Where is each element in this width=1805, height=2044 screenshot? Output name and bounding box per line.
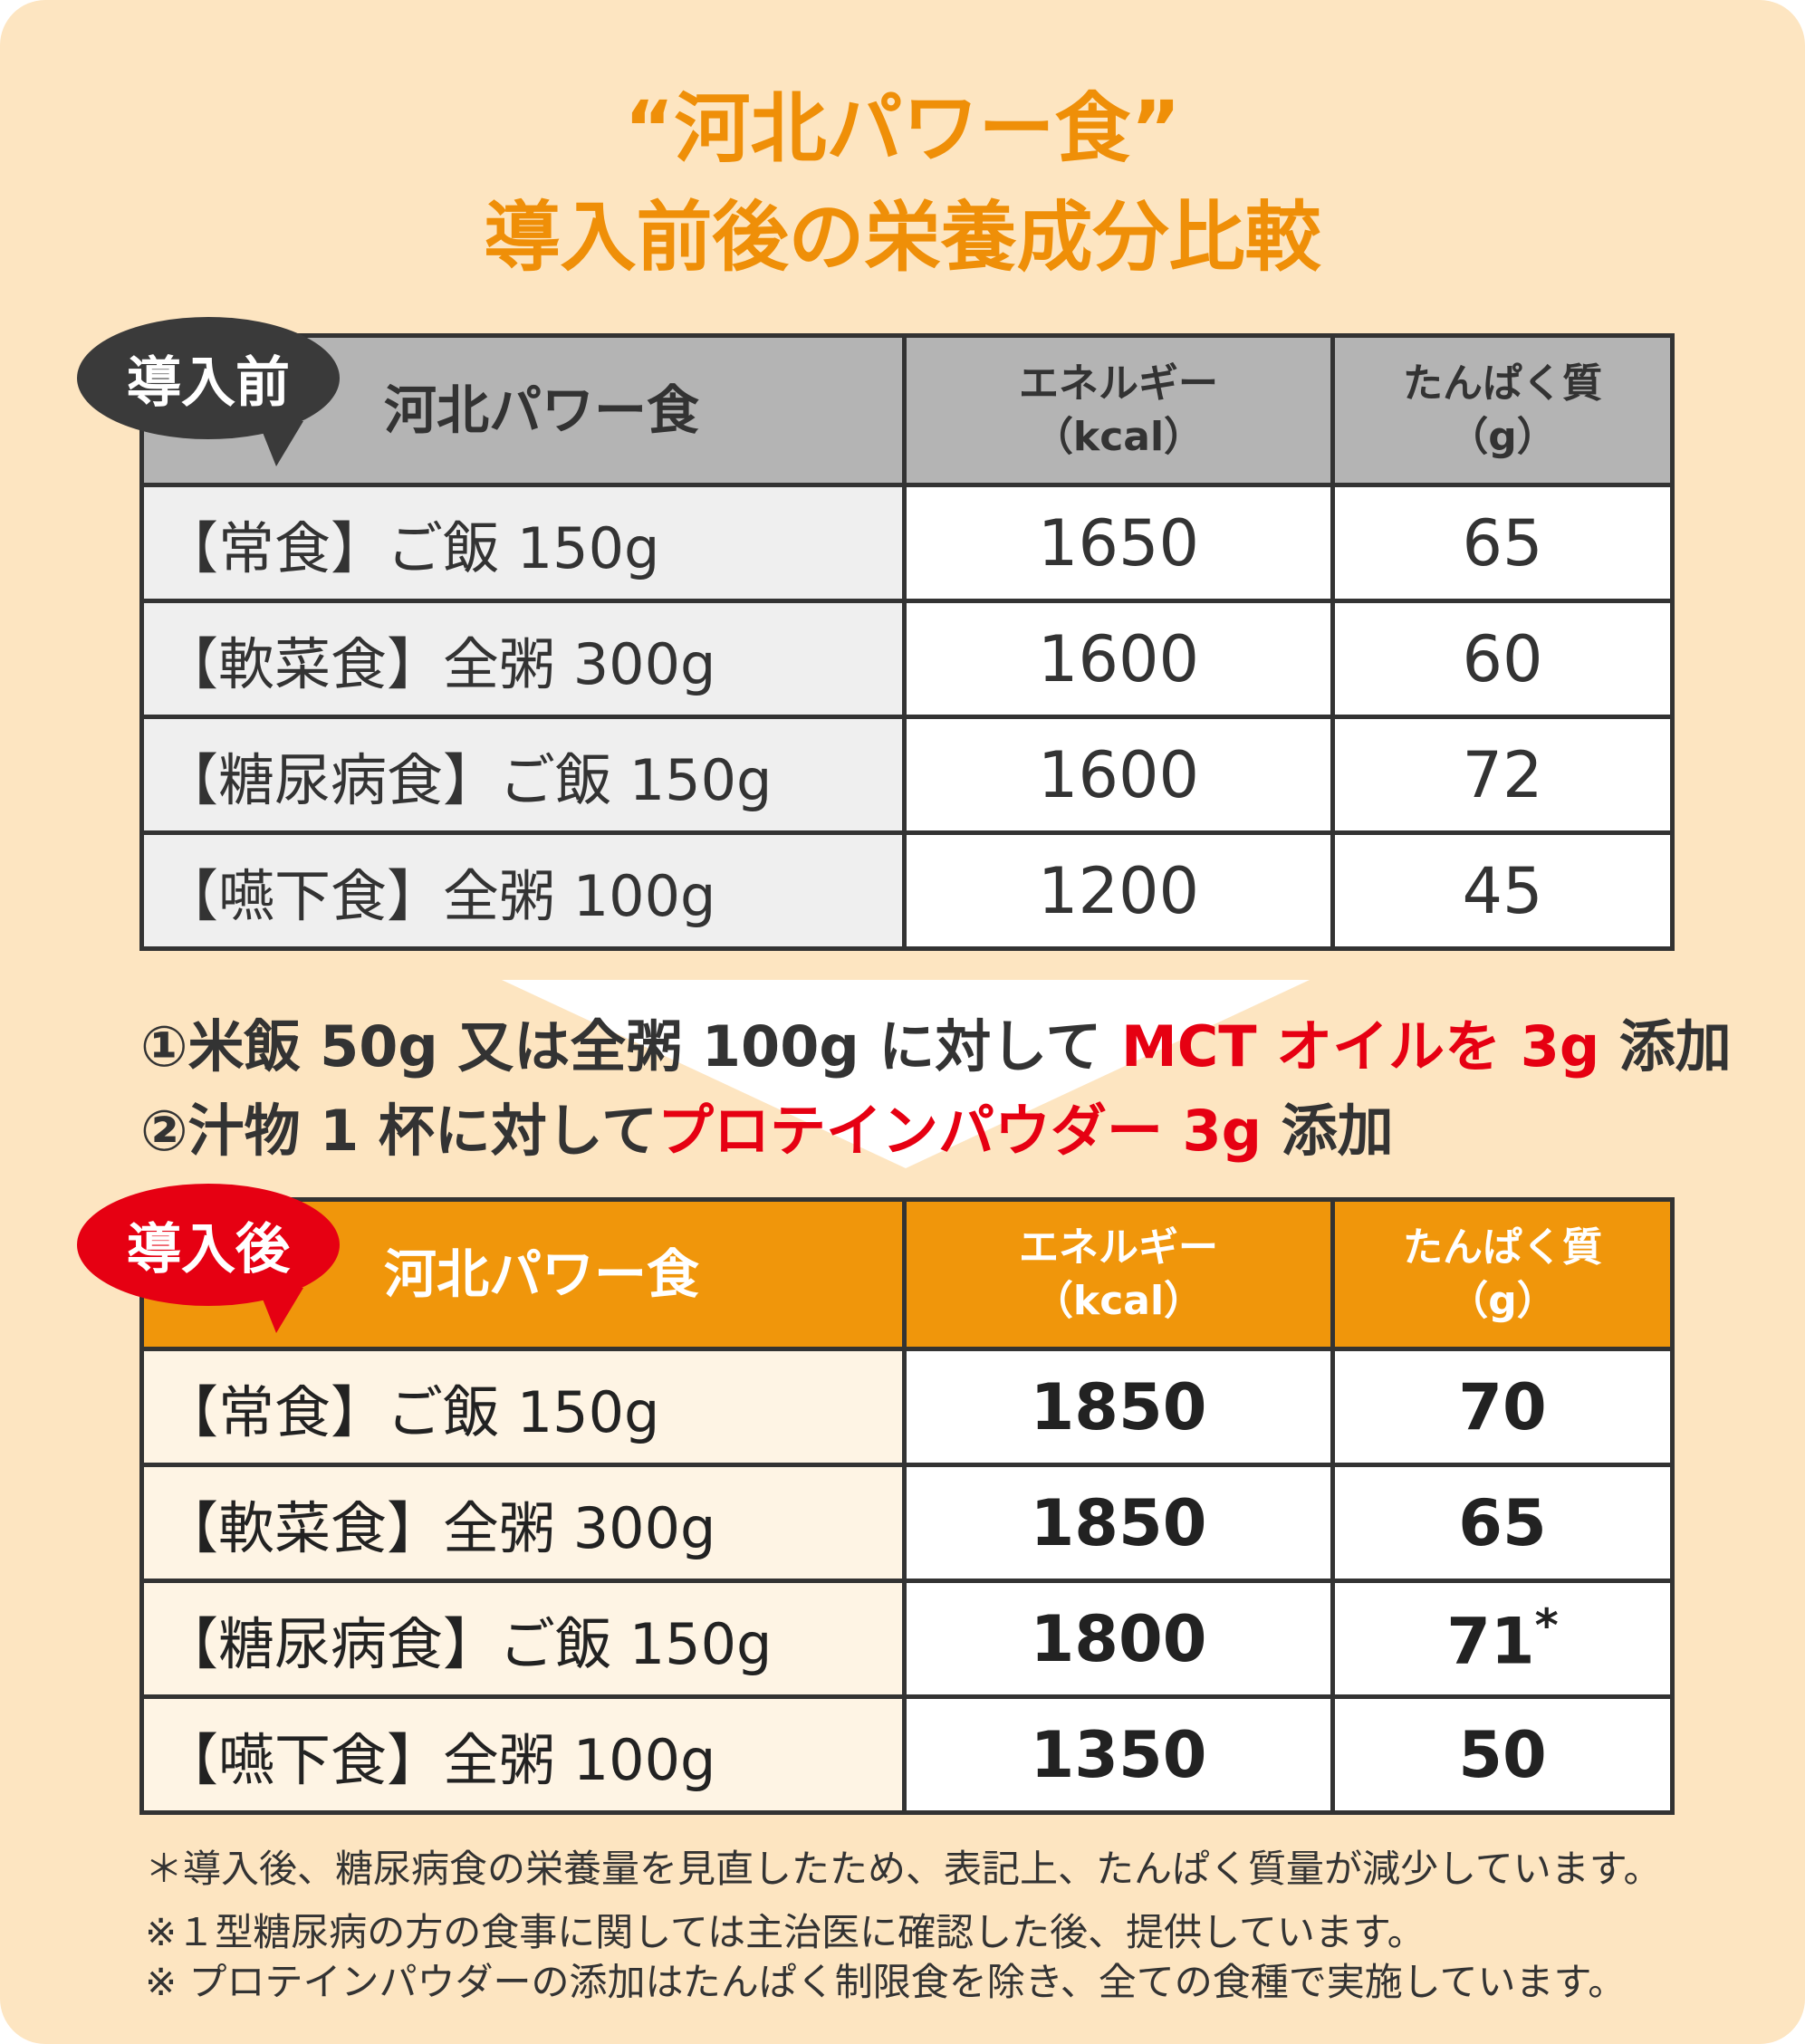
header-unit: （g） (1448, 414, 1557, 460)
protein-value: 72 (1462, 737, 1543, 812)
change-text: ②汁物 1 杯に対して (140, 1098, 658, 1164)
note-mark: * (1534, 1598, 1559, 1652)
footnote: ＊導入後、糖尿病食の栄養量を見直したため、表記上、たんぱく質量が減少しています。 (145, 1847, 1662, 1891)
header-unit: （kcal） (1032, 1278, 1205, 1324)
protein-value: 45 (1462, 853, 1543, 928)
header-cell: たんぱく質 （g） (1330, 1197, 1675, 1351)
header-cell: たんぱく質 （g） (1330, 333, 1675, 487)
kcal: 1800 (902, 1579, 1335, 1699)
row: 【嚥下食】全粥 100g 1350 50 (139, 1694, 1675, 1815)
row: 【嚥下食】全粥 100g 1200 45 (139, 830, 1675, 951)
header-unit: （g） (1448, 1278, 1557, 1324)
row-label: 【軟菜食】全粥 300g (139, 1463, 907, 1583)
row-label: 【常食】ご飯 150g (139, 483, 907, 603)
header-text: エネルギー (1019, 360, 1218, 407)
row-label: 【嚥下食】全粥 100g (139, 1694, 907, 1815)
change: ①米飯 50g 又は全粥 100g に対して MCT オイルを 3g 添加 (140, 1001, 1732, 1082)
row: 【軟菜食】全粥 300g 1850 65 (139, 1463, 1675, 1583)
header-unit: （kcal） (1032, 414, 1205, 460)
row-label: 【糖尿病食】ご飯 150g (139, 1579, 907, 1699)
row: 【糖尿病食】ご飯 150g 1600 72 (139, 715, 1675, 835)
protein-value: 71 (1446, 1604, 1535, 1679)
protein: 65 (1330, 483, 1675, 603)
kcal: 1850 (902, 1463, 1335, 1583)
header-text: たんぱく質 (1403, 1224, 1602, 1271)
title: 導入前後の栄養成分比較 (484, 193, 1321, 282)
header-text: エネルギー (1019, 1224, 1218, 1271)
header-row: 河北パワー食 エネルギー （kcal） たんぱく質 （g） (139, 1197, 1675, 1351)
footnote: ※１型糖尿病の方の食事に関しては主治医に確認した後、提供しています。 (145, 1910, 1426, 1954)
protein: 60 (1330, 599, 1675, 719)
badge: 導入前 (77, 317, 340, 466)
badge: 導入後 (77, 1184, 340, 1333)
kcal: 1850 (902, 1347, 1335, 1467)
header-text: たんぱく質 (1403, 360, 1602, 407)
change-highlight: プロテインパウダー 3g (657, 1098, 1263, 1164)
change-text: ①米飯 50g 又は全粥 100g に対して (140, 1013, 1122, 1080)
row: 【軟菜食】全粥 300g 1600 60 (139, 599, 1675, 719)
protein-value: 50 (1458, 1717, 1547, 1792)
header-cell: エネルギー （kcal） (902, 333, 1335, 487)
kcal: 1350 (902, 1694, 1335, 1815)
protein: 70 (1330, 1347, 1675, 1467)
protein-value: 60 (1462, 621, 1543, 696)
protein: 45 (1330, 830, 1675, 951)
change-suffix: 添加 (1599, 1013, 1732, 1080)
protein: 50 (1330, 1694, 1675, 1815)
after-table: 河北パワー食 エネルギー （kcal） たんぱく質 （g） 【常食】ご飯 150g 1850… (139, 1197, 1675, 1815)
protein-value: 65 (1462, 505, 1543, 581)
footnote: ※ プロテインパウダーの添加はたんぱく制限食を除き、全ての食種で実施しています。 (145, 1960, 1627, 2004)
kcal: 1650 (902, 483, 1335, 603)
change-highlight: MCT オイルを 3g (1121, 1013, 1600, 1080)
protein-value: 70 (1458, 1369, 1547, 1444)
row-label: 【糖尿病食】ご飯 150g (139, 715, 907, 835)
kcal: 1600 (902, 599, 1335, 719)
row-label: 【軟菜食】全粥 300g (139, 599, 907, 719)
kcal: 1200 (902, 830, 1335, 951)
protein: 72 (1330, 715, 1675, 835)
row: 【常食】ご飯 150g 1850 70 (139, 1347, 1675, 1467)
title: “河北パワー食” (624, 84, 1181, 173)
change-suffix: 添加 (1262, 1098, 1394, 1164)
row-label: 【常食】ご飯 150g (139, 1347, 907, 1467)
row: 【常食】ご飯 150g 1650 65 (139, 483, 1675, 603)
change: ②汁物 1 杯に対してプロテインパウダー 3g 添加 (140, 1085, 1394, 1166)
kcal: 1600 (902, 715, 1335, 835)
protein: 65 (1330, 1463, 1675, 1583)
protein: 71* (1330, 1579, 1675, 1699)
protein-value: 65 (1458, 1485, 1547, 1560)
header-cell: エネルギー （kcal） (902, 1197, 1335, 1351)
arrow (502, 980, 1310, 1168)
row-label: 【嚥下食】全粥 100g (139, 830, 907, 951)
row: 【糖尿病食】ご飯 150g 1800 71* (139, 1579, 1675, 1699)
